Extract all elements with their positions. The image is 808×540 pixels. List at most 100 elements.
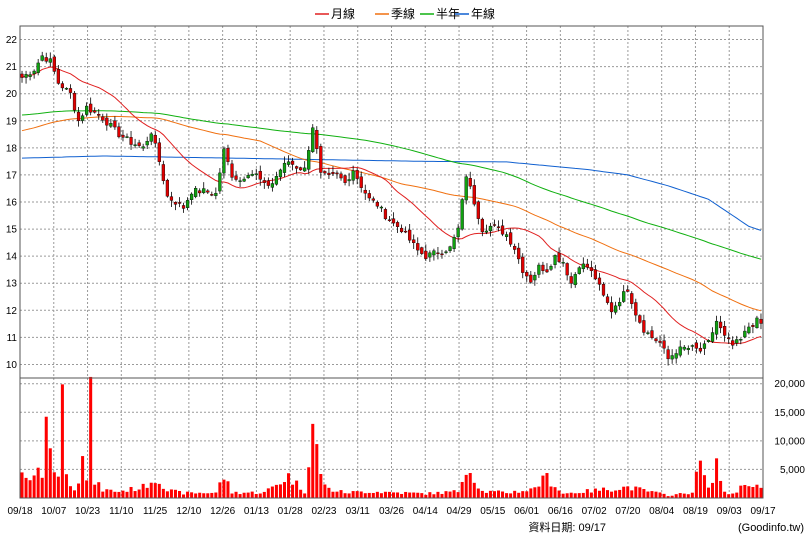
candle-body xyxy=(44,57,48,62)
candle-body xyxy=(173,202,178,205)
candle-body xyxy=(40,55,44,61)
candle-body xyxy=(759,318,763,324)
volume-bar xyxy=(323,484,327,498)
price-tick-label: 17 xyxy=(6,170,18,181)
candle xyxy=(662,334,666,354)
volume-bar xyxy=(64,474,68,498)
candle-body xyxy=(585,263,589,268)
date-tick-label: 12/26 xyxy=(210,506,235,517)
volume-bar xyxy=(379,493,383,498)
volume-bar xyxy=(250,491,254,498)
candle xyxy=(198,188,202,197)
candle-body xyxy=(210,194,214,196)
candle-body xyxy=(723,326,727,336)
volume-bar xyxy=(117,491,121,498)
date-tick-label: 10/23 xyxy=(75,506,100,517)
candle-body xyxy=(218,172,222,192)
candle-body xyxy=(238,180,242,182)
candle xyxy=(194,186,198,199)
candle xyxy=(755,315,759,329)
candle xyxy=(609,296,614,319)
candle-body xyxy=(258,170,262,180)
candle-body xyxy=(299,167,303,171)
legend-label-halfyear: 半年 xyxy=(436,7,460,21)
candle xyxy=(226,144,230,166)
candle-body xyxy=(359,176,363,188)
candle xyxy=(646,330,650,335)
volume-bar xyxy=(452,490,456,498)
volume-bar xyxy=(238,494,242,498)
candle-body xyxy=(286,161,291,165)
candle xyxy=(557,247,561,264)
candle-body xyxy=(456,227,460,238)
candle xyxy=(254,168,258,180)
candle-body xyxy=(117,126,121,138)
candle-body xyxy=(129,137,133,145)
volume-bar xyxy=(383,491,387,498)
candle-body xyxy=(654,338,658,342)
candle-body xyxy=(105,117,109,126)
candle xyxy=(456,224,460,243)
candle xyxy=(585,258,589,270)
volume-bar xyxy=(492,491,496,498)
ma-year-line xyxy=(21,155,762,231)
candle xyxy=(190,192,194,205)
candle xyxy=(638,314,642,324)
candle-body xyxy=(573,274,577,286)
volume-bar xyxy=(618,489,622,498)
volume-bars xyxy=(20,376,763,498)
volume-bar xyxy=(525,491,529,498)
candle xyxy=(327,167,331,180)
date-tick-label: 06/16 xyxy=(548,506,573,517)
candle xyxy=(367,189,371,202)
candle-body xyxy=(331,172,335,175)
grid xyxy=(20,26,763,498)
volume-bar xyxy=(44,416,48,498)
volume-bar xyxy=(315,444,319,498)
date-tick-label: 10/07 xyxy=(41,506,66,517)
candle-body xyxy=(452,237,456,249)
volume-bar xyxy=(448,491,452,498)
volume-bar xyxy=(266,488,270,498)
date-axis-ticks: 09/18 10/07 10/23 11/10 11/25 12/10 12/26 01/13… xyxy=(7,506,775,517)
date-tick-label: 12/10 xyxy=(176,506,201,517)
volume-bar xyxy=(634,486,638,498)
candle-body xyxy=(476,201,480,219)
candle-body xyxy=(202,188,206,193)
volume-bar xyxy=(258,493,262,498)
candle xyxy=(222,146,226,179)
volume-bar xyxy=(601,487,606,498)
footer-date-label: 資料日期: 09/17 xyxy=(528,520,606,534)
candle xyxy=(670,349,674,364)
volume-bar xyxy=(723,491,727,498)
volume-bar xyxy=(319,474,323,498)
candle xyxy=(759,313,763,330)
volume-bar xyxy=(270,486,274,498)
volume-bar xyxy=(40,477,44,498)
candle xyxy=(161,160,165,185)
candle-body xyxy=(250,173,254,176)
volume-bar xyxy=(561,493,565,498)
candle-body xyxy=(52,56,56,72)
candle xyxy=(747,322,751,335)
volume-bar xyxy=(537,486,541,498)
candle-body xyxy=(500,225,505,235)
candle-body xyxy=(739,338,743,341)
candle xyxy=(270,177,274,192)
candle-body xyxy=(190,193,194,200)
candle xyxy=(141,143,145,152)
candle-body xyxy=(678,346,682,356)
candle xyxy=(444,249,448,255)
candle xyxy=(488,222,493,237)
candle xyxy=(452,234,456,253)
volume-bar xyxy=(735,492,739,498)
candle xyxy=(335,170,339,179)
candle-body xyxy=(525,272,529,277)
candle-body xyxy=(181,205,186,209)
candle xyxy=(343,174,347,186)
volume-bar xyxy=(396,492,400,498)
candle-body xyxy=(149,133,153,142)
candle-body xyxy=(351,170,355,181)
candle-body xyxy=(751,325,755,327)
volume-bar xyxy=(545,473,549,498)
